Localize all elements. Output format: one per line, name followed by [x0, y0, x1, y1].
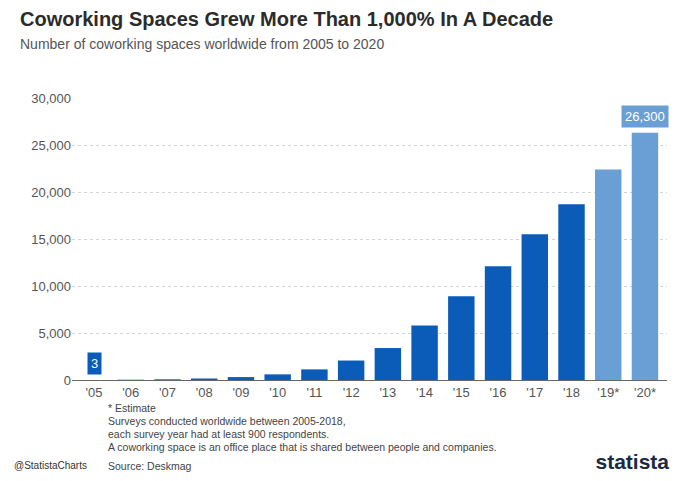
svg-text:26,300: 26,300 — [625, 109, 665, 124]
svg-text:'10: '10 — [269, 385, 286, 400]
svg-text:'13: '13 — [379, 385, 396, 400]
svg-text:'18: '18 — [563, 385, 580, 400]
svg-text:30,000: 30,000 — [31, 91, 71, 106]
svg-text:'12: '12 — [343, 385, 360, 400]
html-text:* Estimate: * Estimate — [108, 402, 156, 414]
svg-text:'17: '17 — [526, 385, 543, 400]
svg-text:'16: '16 — [490, 385, 507, 400]
svg-text:'19*: '19* — [597, 385, 619, 400]
svg-text:'15: '15 — [453, 385, 470, 400]
svg-text:'08: '08 — [196, 385, 213, 400]
svg-text:'07: '07 — [159, 385, 176, 400]
html-text:statista: statista — [595, 450, 669, 473]
svg-text:5,000: 5,000 — [38, 326, 71, 341]
svg-text:'14: '14 — [416, 385, 433, 400]
svg-text:25,000: 25,000 — [31, 138, 71, 153]
svg-text:20,000: 20,000 — [31, 185, 71, 200]
html-text:Coworking Spaces Grew More Tha: Coworking Spaces Grew More Than 1,000% I… — [20, 8, 554, 30]
html-text:Surveys conducted worldwide be: Surveys conducted worldwide between 2005… — [108, 415, 346, 427]
svg-text:3: 3 — [91, 356, 98, 371]
svg-text:'09: '09 — [232, 385, 249, 400]
svg-text:10,000: 10,000 — [31, 279, 71, 294]
svg-text:'11: '11 — [306, 385, 322, 400]
html-text:@StatistaCharts: @StatistaCharts — [14, 460, 87, 471]
svg-text:'06: '06 — [122, 385, 139, 400]
html-text:A coworking space is an office: A coworking space is an office place tha… — [108, 441, 497, 453]
svg-text:15,000: 15,000 — [31, 232, 71, 247]
html-text:Number of coworking spaces wor: Number of coworking spaces worldwide fro… — [20, 36, 385, 52]
html-text:each survey year had at least: each survey year had at least 900 respon… — [108, 428, 330, 440]
svg-text:'20*: '20* — [634, 385, 656, 400]
svg-text:'05: '05 — [86, 385, 103, 400]
html-text:Source: Deskmag: Source: Deskmag — [108, 460, 192, 472]
svg-text:0: 0 — [64, 373, 71, 388]
